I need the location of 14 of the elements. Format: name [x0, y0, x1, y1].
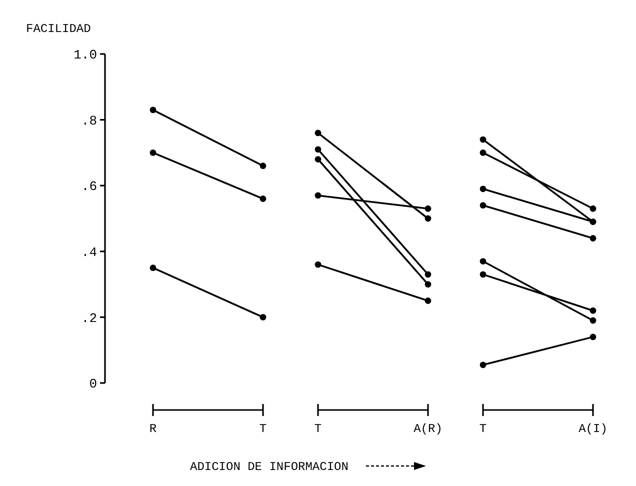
- y-tick-label: 1.0: [74, 48, 97, 63]
- y-tick-label: .8: [81, 113, 97, 128]
- y-tick-label: 0: [89, 376, 97, 392]
- y-tick-label: .6: [81, 179, 97, 194]
- x-tick-label: A(R): [414, 422, 442, 436]
- x-tick-label: R: [149, 422, 157, 436]
- y-axis-title: FACILIDAD: [26, 22, 91, 36]
- x-tick-label: T: [479, 422, 487, 436]
- x-tick-label: T: [314, 422, 322, 436]
- x-tick-label: A(I): [578, 422, 608, 436]
- y-tick-label: .4: [81, 244, 98, 260]
- y-tick-label: .2: [81, 310, 97, 326]
- x-tick-label: T: [259, 422, 267, 436]
- x-axis-title: ADICION DE INFORMACION: [190, 460, 348, 474]
